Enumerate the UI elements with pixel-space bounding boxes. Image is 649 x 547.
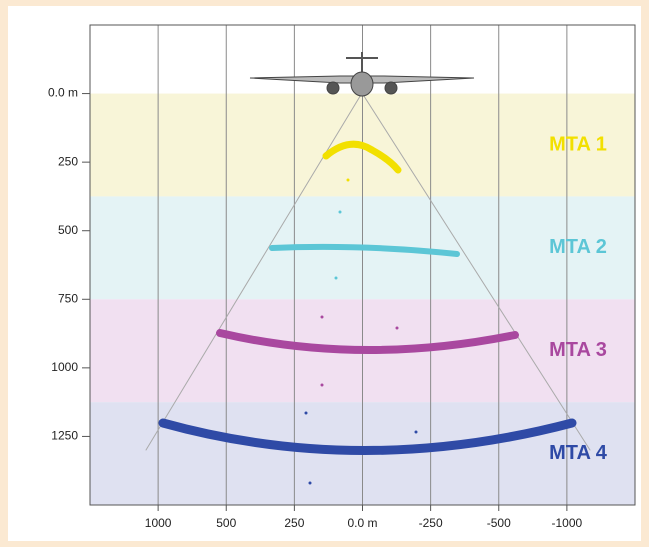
- point: [320, 315, 324, 319]
- x-tick-label: 1000: [145, 516, 172, 530]
- zone-label: MTA 1: [549, 133, 607, 155]
- zone-label: MTA 4: [549, 442, 608, 464]
- y-tick-label: 0.0 m: [48, 86, 78, 100]
- fuselage: [350, 71, 374, 97]
- beam-edge: [361, 92, 591, 451]
- point: [338, 210, 342, 214]
- y-tick-label: 250: [58, 154, 78, 168]
- point-clouds: [145, 92, 591, 485]
- cloud-4: [158, 418, 577, 455]
- zone-label: MTA 3: [549, 339, 607, 361]
- x-tick-label: 0.0 m: [347, 516, 377, 530]
- point: [320, 383, 324, 387]
- point: [304, 411, 308, 415]
- y-tick-label: 1250: [51, 429, 78, 443]
- y-tick-label: 750: [58, 291, 78, 305]
- aircraft: [249, 52, 475, 97]
- x-tick-label: 500: [216, 516, 236, 530]
- x-tick-label: -1000: [552, 516, 583, 530]
- point: [308, 481, 312, 485]
- zone-label: MTA 2: [549, 236, 607, 258]
- labels: MTA 1 MTA 2 MTA 3 MTA 4 1000 500 250 0.0 m -250 -…: [48, 86, 608, 530]
- x-tick-label: -250: [419, 516, 443, 530]
- cloud-1: [322, 140, 402, 174]
- engine: [326, 81, 340, 95]
- x-tick-label: -500: [487, 516, 511, 530]
- point: [334, 276, 338, 280]
- point: [414, 430, 418, 434]
- point: [395, 326, 399, 330]
- cloud-2: [269, 243, 460, 257]
- x-tick-label: 250: [284, 516, 304, 530]
- point: [346, 178, 350, 182]
- y-tick-label: 1000: [51, 360, 78, 374]
- y-tick-label: 500: [58, 223, 78, 237]
- engine: [384, 81, 398, 95]
- cloud-3: [216, 329, 519, 354]
